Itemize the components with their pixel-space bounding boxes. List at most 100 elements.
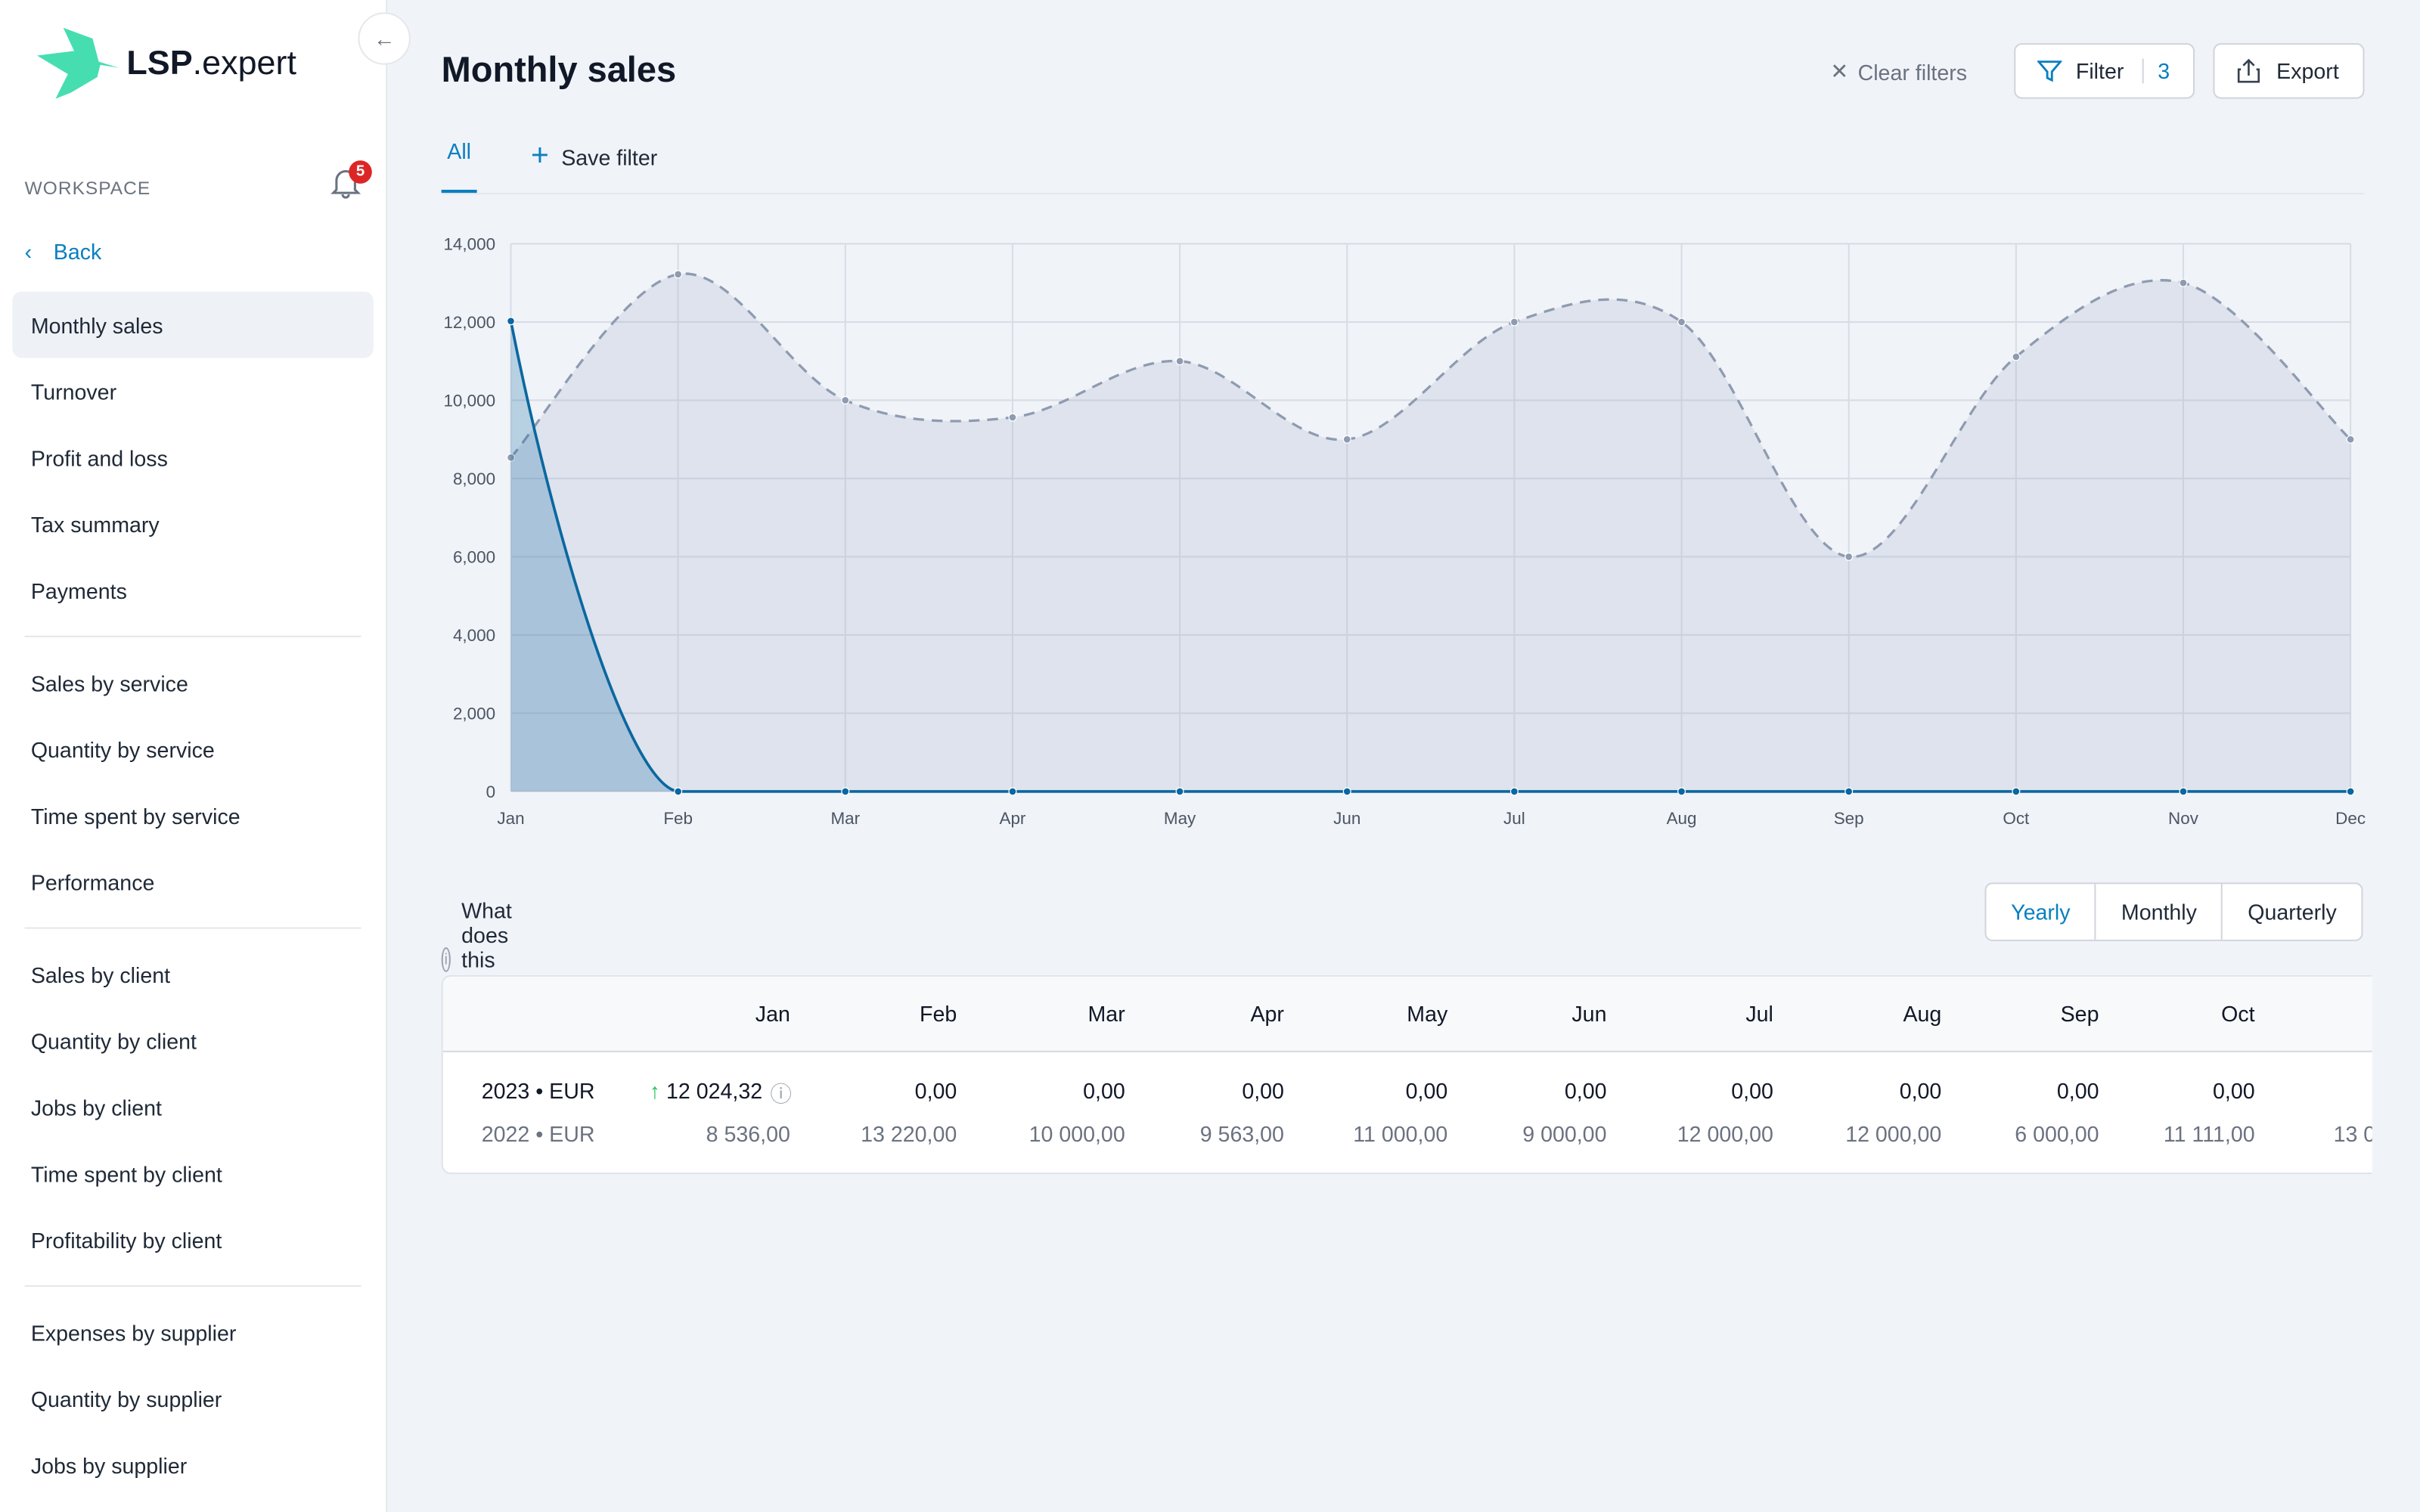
- info-icon[interactable]: ⓘ: [770, 1081, 792, 1107]
- table-cell: 0,00: [1731, 1078, 1773, 1104]
- x-tick-label: Oct: [2003, 809, 2030, 828]
- save-filter-button[interactable]: + Save filter: [531, 139, 657, 175]
- x-tick-label: Apr: [999, 809, 1025, 828]
- column-header: Jul: [1745, 1001, 1773, 1027]
- filter-button[interactable]: Filter 3: [2014, 43, 2195, 99]
- sidebar-item-sales-by-service[interactable]: Sales by service: [30, 670, 188, 696]
- data-point-2023: [1008, 787, 1017, 796]
- sidebar-item-sales-by-client[interactable]: Sales by client: [30, 962, 171, 987]
- data-point-2023: [2179, 787, 2188, 796]
- table-cell: 10 000,00: [1028, 1121, 1125, 1147]
- sidebar-item-quantity-by-supplier[interactable]: Quantity by supplier: [30, 1386, 222, 1411]
- logo[interactable]: LSP.expert: [28, 27, 296, 99]
- table-cell: 0,00: [1899, 1078, 1942, 1104]
- table-header: Jan Feb Mar Apr May Jun Jul Aug Sep Oct: [442, 976, 2372, 1052]
- close-icon: ✕: [1830, 58, 1849, 84]
- trend-up-icon: ↑: [649, 1078, 667, 1104]
- column-header: Mar: [1087, 1001, 1125, 1027]
- data-point-2022: [2012, 352, 2021, 361]
- tab-all[interactable]: All: [441, 139, 477, 194]
- table-cell: 0,00: [1564, 1078, 1607, 1104]
- table-cell: 0,00: [2056, 1078, 2099, 1104]
- nav-divider: [24, 635, 361, 637]
- info-icon: i: [441, 947, 451, 972]
- sidebar-item-monthly-sales[interactable]: Monthly sales: [12, 291, 374, 358]
- table-cell: 11 111,00: [2163, 1121, 2255, 1147]
- back-label: Back: [53, 239, 102, 264]
- table-cell: 12 000,00: [1677, 1121, 1773, 1147]
- data-point-2022: [1844, 552, 1854, 561]
- sidebar-item-jobs-by-client[interactable]: Jobs by client: [30, 1094, 162, 1120]
- data-point-2022: [1175, 357, 1184, 366]
- collapse-sidebar-button[interactable]: ←: [358, 12, 411, 65]
- x-tick-label: Aug: [1667, 809, 1697, 828]
- column-header: Sep: [2060, 1001, 2099, 1027]
- x-tick-label: Sep: [1834, 809, 1864, 828]
- data-point-2022: [2179, 278, 2188, 287]
- period-monthly[interactable]: Monthly: [2095, 884, 2221, 940]
- y-tick-label: 12,000: [443, 313, 495, 332]
- sidebar-item-profit-and-loss[interactable]: Profit and loss: [30, 445, 168, 470]
- filter-icon: [2037, 60, 2062, 82]
- data-point-2022: [1509, 318, 1519, 327]
- x-tick-label: Mar: [830, 809, 860, 828]
- clear-filters-button[interactable]: ✕ Clear filters: [1830, 59, 1967, 85]
- row-label: 2022 • EUR: [481, 1121, 595, 1147]
- sidebar-item-jobs-by-supplier[interactable]: Jobs by supplier: [30, 1452, 188, 1478]
- x-tick-label: Feb: [663, 809, 693, 828]
- bell-icon[interactable]: [330, 166, 361, 200]
- nav-divider: [24, 927, 361, 929]
- sidebar-item-profitability-by-client[interactable]: Profitability by client: [30, 1227, 222, 1253]
- sidebar-item-turnover[interactable]: Turnover: [30, 379, 117, 404]
- y-tick-label: 10,000: [443, 392, 495, 411]
- period-yearly[interactable]: Yearly: [2011, 899, 2071, 925]
- sidebar-item-tax-summary[interactable]: Tax summary: [30, 511, 160, 537]
- cell-value: 12 024,32: [666, 1078, 763, 1104]
- x-tick-label: Dec: [2335, 809, 2366, 828]
- data-point-2022: [841, 395, 850, 404]
- row-label: 2023 • EUR: [481, 1078, 595, 1104]
- x-tick-label: Nov: [2168, 809, 2199, 828]
- table-cell: 9 000,00: [1522, 1121, 1607, 1147]
- column-header: May: [1407, 1001, 1448, 1027]
- sidebar-item-quantity-by-service[interactable]: Quantity by service: [30, 736, 215, 762]
- sidebar-item-time-spent-by-service[interactable]: Time spent by service: [30, 803, 240, 828]
- filter-label: Filter: [2075, 58, 2124, 84]
- logo-rest: .expert: [192, 43, 296, 82]
- arrow-left-icon: ←: [373, 26, 396, 51]
- series-line-2022: [510, 272, 2352, 559]
- table-cell: 12 000,00: [1845, 1121, 1942, 1147]
- export-button[interactable]: Export: [2213, 43, 2365, 99]
- data-point-2023: [1509, 787, 1519, 796]
- column-header: Oct: [2221, 1001, 2255, 1027]
- data-point-2022: [674, 270, 683, 279]
- data-point-2023: [1844, 787, 1854, 796]
- y-tick-label: 6,000: [453, 548, 495, 567]
- data-point-2023: [2346, 787, 2355, 796]
- x-tick-label: Jul: [1503, 809, 1525, 828]
- period-quarterly[interactable]: Quarterly: [2221, 884, 2362, 940]
- sidebar-item-time-spent-by-client[interactable]: Time spent by client: [30, 1160, 222, 1186]
- data-point-2022: [1677, 318, 1686, 327]
- data-point-2023: [841, 787, 850, 796]
- sidebar-item-payments[interactable]: Payments: [30, 578, 127, 603]
- y-tick-label: 0: [486, 782, 495, 801]
- y-tick-label: 8,000: [453, 469, 495, 488]
- sidebar-item-performance[interactable]: Performance: [30, 869, 155, 894]
- back-link[interactable]: ‹ Back: [25, 239, 102, 264]
- table-cell: 11 000,00: [1353, 1121, 1448, 1147]
- chevron-left-icon: ‹: [24, 239, 33, 264]
- data-point-2023: [1677, 787, 1686, 796]
- table-cell: 13 00: [2333, 1121, 2372, 1147]
- table-cell: 13 220,00: [861, 1121, 957, 1147]
- table-cell: 0,00: [914, 1078, 957, 1104]
- table-cell: ↑ 12 024,32: [650, 1079, 762, 1104]
- sidebar-item-quantity-by-client[interactable]: Quantity by client: [30, 1028, 197, 1053]
- table-cell: 8 536,00: [706, 1121, 790, 1147]
- table-cell: 0,00: [1083, 1078, 1125, 1104]
- workspace-label: WORKSPACE: [24, 177, 151, 200]
- sidebar-item-expenses-by-supplier[interactable]: Expenses by supplier: [30, 1319, 237, 1345]
- column-header: Feb: [920, 1001, 957, 1027]
- data-point-2023: [506, 317, 516, 326]
- data-point-2023: [674, 787, 683, 796]
